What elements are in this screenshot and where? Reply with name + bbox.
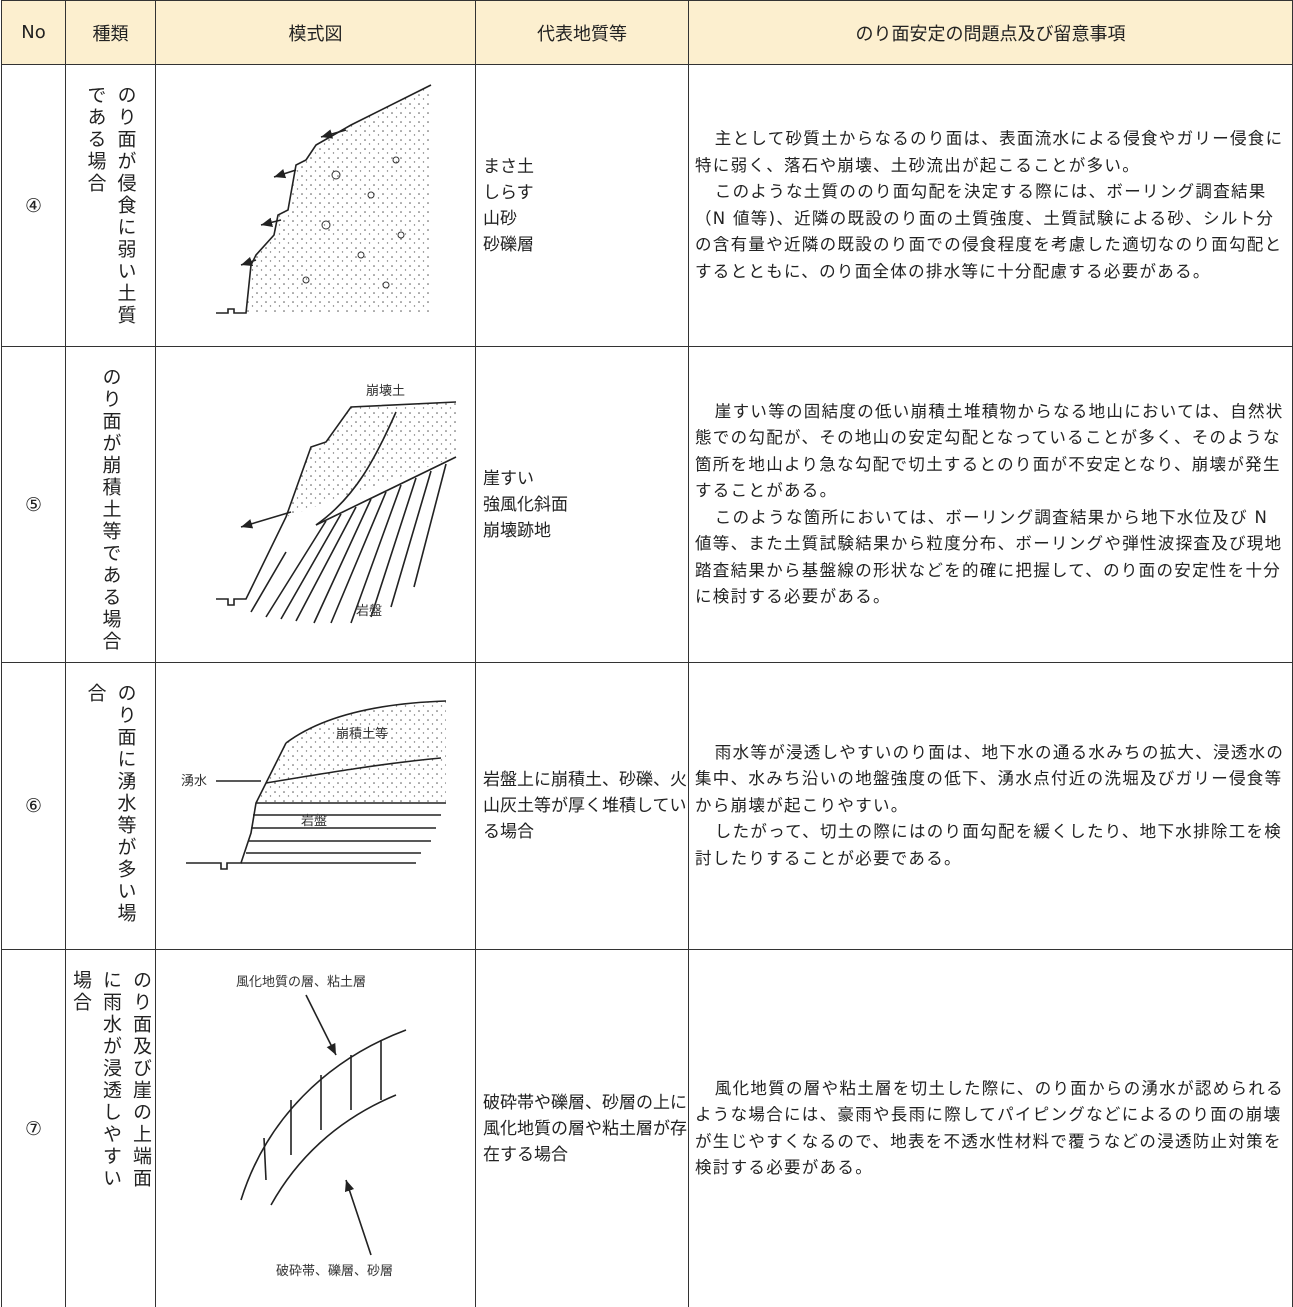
no: ⑦ [2,950,66,1307]
header: 模式図 [156,1,476,65]
kind-cell: のり面が侵食に弱い土質である場合 [66,65,156,347]
note: 風化地質の層や粘土層を切土した際に、のり面からの湧水が認められるような場合には、… [695,1076,1288,1182]
notes-cell: 崖すい等の固結度の低い崩積土堆積物からなる地山においては、自然状態での勾配が、そ… [689,347,1293,663]
diagram-label: 破砕帯、礫層、砂層 [276,1263,393,1279]
notes-cell: 主として砂質土からなるのり面は、表面流水による侵食やガリー侵食に特に弱く、落石や… [689,65,1293,347]
diagram: 崩壊土 岩盤 [156,347,474,657]
kind: のり面及び崖の上端面に雨水が浸透しやすい場合 [66,970,156,1210]
note: このような箇所においては、ボーリング調査結果から地下水位及び N 値等、また土質… [695,505,1288,611]
diagram-label: 湧水 [181,773,207,789]
header: 代表地質等 [476,1,689,65]
row: ⑦ のり面及び崖の上端面に雨水が浸透しやすい場合 風化地質の層、粘土層 破砕帯、… [2,950,1293,1307]
diagram-cell: 風化地質の層、粘土層 破砕帯、礫層、砂層 [156,950,476,1307]
notes-cell: 風化地質の層や粘土層を切土した際に、のり面からの湧水が認められるような場合には、… [689,950,1293,1307]
header: のり面安定の問題点及び留意事項 [689,1,1293,65]
diagram-cell: 崩積土等 湧水 岩盤 [156,663,476,950]
row: ⑤ のり面が崩積土等である場合 崩壊土 岩盤 崖すい 強風化斜面 崩壊跡地 崖す… [2,347,1293,663]
kind: のり面が侵食に弱い土質である場合 [81,85,141,330]
kind-cell: のり面に湧水等が多い場合 [66,663,156,950]
diagram-label: 風化地質の層、粘土層 [236,974,366,990]
notes-cell: 雨水等が浸透しやすいのり面は、地下水の通る水みちの拡大、浸透水の集中、水みち沿い… [689,663,1293,950]
note: 雨水等が浸透しやすいのり面は、地下水の通る水みちの拡大、浸透水の集中、水みち沿い… [695,740,1288,820]
geology-cell: まさ土 しらす 山砂 砂礫層 [476,65,689,347]
diagram-label: 岩盤 [301,814,327,829]
geology-cell: 破砕帯や礫層、砂層の上に風化地質の層や粘土層が存在する場合 [476,950,689,1307]
diagram-cell: 崩壊土 岩盤 [156,347,476,663]
header: 種類 [66,1,156,65]
kind: のり面に湧水等が多い場合 [81,683,141,943]
diagram [156,65,474,341]
geology: 崖すい [483,466,688,492]
geology-cell: 岩盤上に崩積土、砂礫、火山灰土等が厚く堆積している場合 [476,663,689,950]
note: このような土質ののり面勾配を決定する際には、ボーリング調査結果（N 値等)、近隣… [695,179,1288,285]
kind-cell: のり面が崩積土等である場合 [66,347,156,663]
geology-cell: 崖すい 強風化斜面 崩壊跡地 [476,347,689,663]
geology: 崩壊跡地 [483,518,688,544]
diagram: 崩積土等 湧水 岩盤 [156,663,474,944]
note: 崖すい等の固結度の低い崩積土堆積物からなる地山においては、自然状態での勾配が、そ… [695,399,1288,505]
geology: しらす [483,180,688,206]
kind-cell: のり面及び崖の上端面に雨水が浸透しやすい場合 [66,950,156,1307]
diagram-label: 崩壊土 [366,384,405,399]
diagram-cell [156,65,476,347]
no: ④ [2,65,66,347]
note: 主として砂質土からなるのり面は、表面流水による侵食やガリー侵食に特に弱く、落石や… [695,126,1288,179]
geology: 岩盤上に崩積土、砂礫、火山灰土等が厚く堆積している場合 [483,767,688,845]
header: No [2,1,66,65]
diagram: 風化地質の層、粘土層 破砕帯、礫層、砂層 [156,950,474,1302]
geology: 砂礫層 [483,232,688,258]
no: ⑤ [2,347,66,663]
diagram-label: 崩積土等 [336,726,388,742]
diagram-label: 岩盤 [356,604,382,619]
header-row: No 種類 模式図 代表地質等 のり面安定の問題点及び留意事項 [2,1,1293,65]
geology: 山砂 [483,206,688,232]
no: ⑥ [2,663,66,950]
geology: 破砕帯や礫層、砂層の上に風化地質の層や粘土層が存在する場合 [483,1090,688,1168]
geology: まさ土 [483,154,688,180]
row: ④ のり面が侵食に弱い土質である場合 まさ土 しらす 山砂 砂礫層 主として砂質… [2,65,1293,347]
kind: のり面が崩積土等である場合 [96,367,126,657]
geology: 強風化斜面 [483,492,688,518]
note: したがって、切土の際にはのり面勾配を緩くしたり、地下水排除工を検討したりすること… [695,819,1288,872]
row: ⑥ のり面に湧水等が多い場合 崩積土等 湧水 岩盤 岩盤上に崩積土、砂礫、火山灰… [2,663,1293,950]
